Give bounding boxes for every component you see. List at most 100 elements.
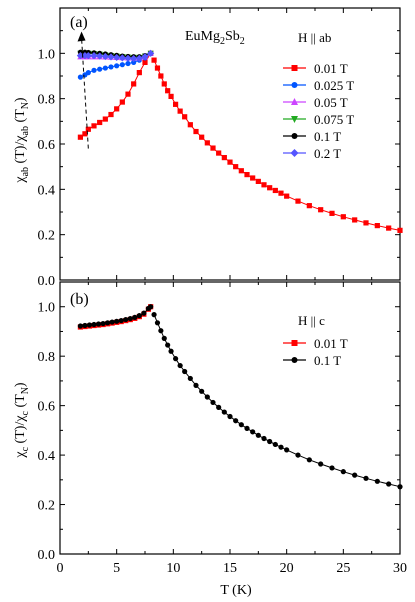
x-tick-label: 20: [280, 561, 294, 576]
x-tick-label: 5: [113, 561, 120, 576]
tail-point-b: [261, 435, 267, 442]
tail-point-b: [216, 404, 222, 410]
data-point-a-1: [125, 60, 131, 67]
plot-frame-a: [59, 7, 401, 281]
panel-a: 0.0 0.2 0.4 0.6 0.8 1.0: [38, 7, 403, 289]
tail-line-b: [153, 314, 401, 488]
tail-point-b: [204, 394, 210, 400]
y-tick-label-a: 0.4: [38, 183, 56, 198]
legend-a: 0.01 T 0.025 T 0.05 T 0.075 T 0.1 T 0.2 T: [283, 61, 354, 161]
data-point-a-0: [125, 91, 131, 97]
y-tick-label-a: 0.8: [38, 93, 56, 108]
tail-point-b: [329, 465, 335, 471]
tail-point-a: [278, 190, 284, 196]
y-tick-label-a: 1.0: [38, 47, 56, 62]
tail-point-b: [255, 432, 261, 438]
data-point-a-0: [91, 123, 97, 129]
y-axis-label-b: χc (T)/χc (TN): [13, 382, 31, 459]
tail-point-b: [244, 425, 250, 431]
tail-point-b: [193, 382, 199, 388]
tail-point-b: [173, 356, 179, 362]
tail-point-b: [221, 409, 227, 415]
tail-point-a: [306, 203, 312, 209]
legend-marker: [291, 65, 298, 71]
legend-b: 0.01 T 0.1 T: [283, 336, 348, 368]
legend-entry: 0.2 T: [314, 146, 341, 161]
legend-marker: [291, 82, 298, 88]
tail-point-a: [182, 114, 188, 120]
legend-marker: [291, 357, 298, 363]
y-axis-label-a: χab (T)/χab (TN): [13, 97, 31, 184]
tail-point-a: [199, 134, 205, 140]
data-point-a-0: [114, 106, 120, 112]
data-point-a-1: [102, 65, 108, 71]
tail-point-a: [233, 164, 239, 170]
legend-marker: [291, 98, 298, 105]
tail-point-b: [278, 444, 284, 450]
legend-entry: 0.01 T: [314, 336, 348, 351]
tail-point-a: [158, 73, 164, 79]
tail-point-a: [250, 175, 256, 181]
data-point-b-1: [86, 322, 93, 328]
tail-point-b: [161, 335, 167, 341]
tail-point-b: [340, 469, 346, 475]
tail-point-a: [318, 207, 324, 213]
data-point-a-0: [77, 134, 83, 140]
tail-point-a: [340, 214, 346, 220]
field-arrow-line: [81, 37, 89, 149]
field-label-ab: H || ab: [298, 30, 331, 45]
tail-point-b: [295, 452, 301, 458]
data-point-b-1: [91, 321, 97, 328]
x-tick-label: 25: [336, 561, 350, 576]
data-point-a-1: [97, 66, 103, 72]
data-point-a-5: [90, 52, 98, 60]
data-point-b-1: [148, 304, 154, 310]
legend-marker: [290, 149, 299, 157]
data-point-b-1: [114, 318, 120, 324]
tail-point-a: [177, 108, 183, 114]
data-point-b-1: [118, 317, 124, 324]
tail-line-a: [153, 59, 401, 231]
data-point-a-1: [114, 63, 120, 69]
tail-point-a: [168, 93, 174, 99]
data-point-a-0: [131, 81, 137, 87]
legend-entry: 0.01 T: [314, 61, 348, 76]
data-point-a-0: [82, 131, 88, 137]
tail-point-a: [397, 227, 403, 233]
tail-point-a: [161, 81, 167, 87]
data-point-b-1: [82, 322, 88, 329]
data-point-a-0: [136, 70, 142, 76]
data-point-a-5: [141, 53, 149, 61]
legend-entry: 0.1 T: [314, 353, 341, 368]
tail-point-b: [158, 328, 164, 334]
tail-point-b: [374, 478, 380, 484]
tail-point-b: [168, 348, 174, 354]
tail-point-a: [329, 210, 335, 216]
data-point-a-1: [77, 74, 83, 80]
data-point-b-1: [141, 310, 147, 316]
data-point-a-1: [85, 70, 91, 76]
tail-point-a: [374, 223, 380, 229]
y-tick-label-a: 0.6: [38, 138, 56, 153]
field-arrow-head: [77, 31, 86, 42]
tail-point-a: [272, 187, 278, 194]
y-tick-label-a: 0.0: [38, 274, 56, 289]
data-point-a-0: [97, 119, 103, 126]
tail-point-a: [255, 178, 261, 184]
data-point-a-5: [113, 53, 121, 62]
x-tick-label: 0: [57, 561, 64, 576]
legend-marker: [291, 116, 298, 123]
x-tick-label: 30: [393, 561, 407, 576]
tail-point-b: [177, 362, 183, 369]
data-point-a-5: [118, 54, 126, 62]
tail-point-a: [261, 182, 267, 188]
y-tick-label-a: 0.2: [38, 229, 56, 244]
tail-point-b: [272, 441, 278, 448]
data-point-a-0: [119, 99, 125, 105]
tail-point-a: [295, 198, 301, 204]
tail-point-b: [151, 312, 157, 318]
tail-point-a: [216, 150, 222, 156]
tail-point-b: [250, 429, 256, 435]
y-tick-label-b: 0.4: [38, 449, 56, 464]
legend-entry: 0.025 T: [314, 78, 354, 93]
